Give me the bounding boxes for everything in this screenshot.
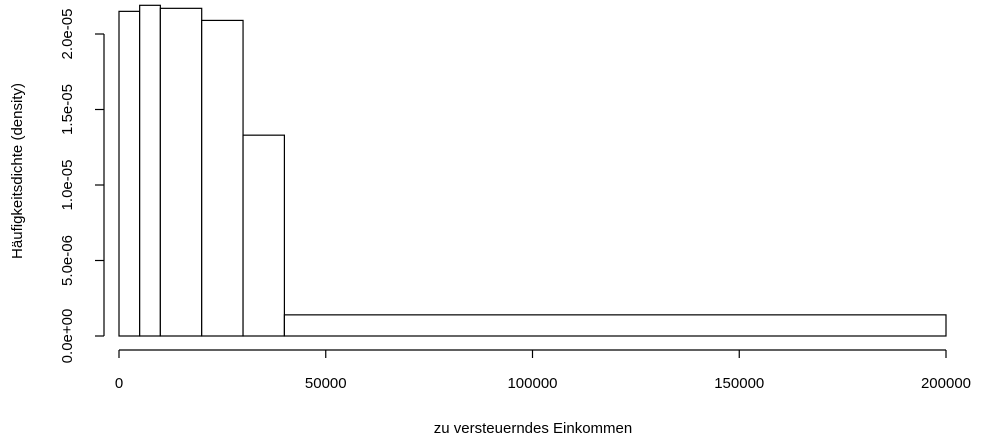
x-tick-label-1: 50000 — [305, 375, 347, 392]
y-tick-label-1: 5.0e-06 — [59, 235, 76, 286]
x-tick-label-2: 100000 — [507, 375, 557, 392]
histogram-bar-3 — [201, 19, 244, 337]
x-axis: 0 50000 100000 150000 200000 — [115, 349, 971, 392]
y-axis-label: Häufigkeitsdichte (density) — [9, 83, 26, 259]
x-axis-label: zu versteuerndes Einkommen — [434, 420, 632, 437]
x-tick-label-0: 0 — [115, 375, 123, 392]
y-tick-label-3: 1.5e-05 — [59, 84, 76, 135]
histogram-bar-5 — [283, 314, 947, 337]
bars-group — [118, 4, 947, 337]
y-tick-label-0: 0.0e+00 — [59, 309, 76, 364]
histogram-bar-1 — [139, 4, 161, 337]
histogram-bar-4 — [242, 134, 286, 337]
y-tick-label-2: 1.0e-05 — [59, 160, 76, 211]
histogram-bar-0 — [118, 10, 141, 337]
y-axis: 0.0e+00 5.0e-06 1.0e-05 1.5e-05 2.0e-05 — [59, 9, 105, 364]
x-tick-label-4: 200000 — [921, 375, 971, 392]
histogram-bar-2 — [159, 7, 203, 337]
y-tick-label-4: 2.0e-05 — [59, 9, 76, 60]
x-tick-label-3: 150000 — [714, 375, 764, 392]
